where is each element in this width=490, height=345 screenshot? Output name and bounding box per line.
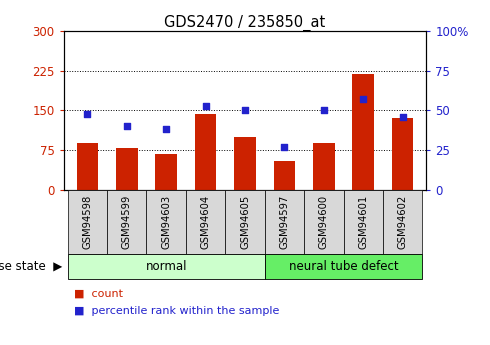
Bar — [76, 143, 98, 190]
Title: GDS2470 / 235850_at: GDS2470 / 235850_at — [164, 15, 326, 31]
Point — [162, 127, 170, 132]
Point — [359, 97, 367, 102]
Bar — [116, 148, 138, 190]
Point — [202, 103, 210, 108]
Text: GSM94604: GSM94604 — [200, 195, 211, 249]
Point — [280, 144, 288, 150]
Text: GSM94605: GSM94605 — [240, 195, 250, 249]
Text: GSM94602: GSM94602 — [398, 195, 408, 249]
Bar — [234, 137, 256, 190]
Text: disease state  ▶: disease state ▶ — [0, 260, 63, 273]
Bar — [273, 161, 295, 190]
Bar — [392, 118, 414, 190]
Bar — [195, 114, 217, 190]
Text: ■  count: ■ count — [74, 288, 122, 298]
Text: GSM94601: GSM94601 — [358, 195, 368, 249]
Text: normal: normal — [146, 260, 187, 273]
Text: GSM94597: GSM94597 — [279, 195, 290, 249]
Text: GSM94598: GSM94598 — [82, 195, 92, 249]
Bar — [313, 143, 335, 190]
Text: GSM94603: GSM94603 — [161, 195, 171, 249]
Point — [83, 111, 91, 116]
Point — [399, 114, 407, 119]
Bar — [352, 75, 374, 190]
Point — [241, 108, 249, 113]
Text: ■  percentile rank within the sample: ■ percentile rank within the sample — [74, 306, 279, 315]
Text: GSM94599: GSM94599 — [122, 195, 132, 249]
Text: GSM94600: GSM94600 — [319, 195, 329, 249]
Point — [320, 108, 328, 113]
Bar — [155, 154, 177, 190]
Point — [123, 124, 131, 129]
Text: neural tube defect: neural tube defect — [289, 260, 398, 273]
